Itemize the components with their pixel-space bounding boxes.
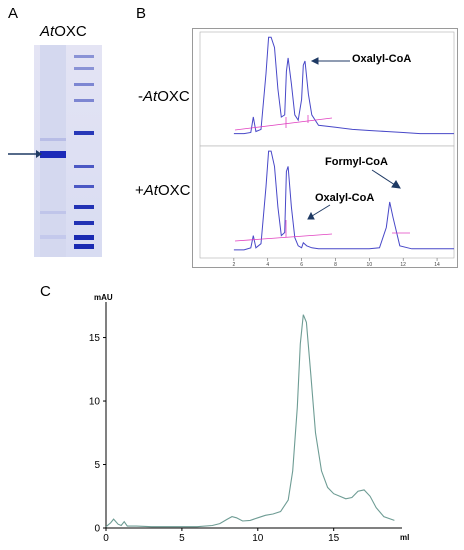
panel-letter-a: A (8, 5, 19, 22)
x-axis-unit: ml (400, 533, 409, 542)
marker-band (74, 99, 94, 102)
sec-trace (105, 314, 395, 528)
condition-italic: At (143, 182, 158, 199)
annotation-oxalyl-coa-minus: Oxalyl-CoA (352, 53, 412, 65)
sec-axes: 0 5 10 15 0 5 10 15 (89, 302, 402, 544)
marker-band (74, 165, 94, 168)
marker-band (74, 244, 94, 249)
x-tick-label: 0 (103, 533, 109, 544)
size-exclusion-chromatogram: mAU ml 0 5 10 15 0 5 10 15 (89, 293, 409, 544)
y-tick-label: 15 (89, 333, 101, 344)
hplc-trace-plus (233, 150, 454, 251)
condition-sign: - (138, 88, 143, 105)
y-tick-label: 0 (94, 524, 100, 535)
marker-band (74, 185, 94, 188)
hplc-x-tick-label: 2 (232, 262, 235, 268)
sec-trace-line (105, 314, 395, 528)
marker-band (74, 235, 94, 240)
hplc-trace-line (233, 150, 454, 251)
gel-band-faint (40, 235, 66, 239)
condition-suffix: OXC (157, 88, 190, 105)
hplc-x-tick-label: 4 (266, 262, 269, 268)
marker-band (74, 205, 94, 209)
hplc-x-tick-label: 14 (434, 262, 440, 268)
annotation-formyl-coa-plus: Formyl-CoA (325, 156, 388, 168)
annotation-arrows (307, 57, 401, 220)
gel-title: AtOXC (40, 23, 87, 40)
gel-band-faint (40, 138, 66, 141)
gel-title-italic: At (40, 23, 55, 40)
hplc-chromatogram: 2 4 6 8 10 12 14 (192, 28, 458, 268)
arrow-icon (307, 211, 315, 220)
arrow-icon (311, 204, 331, 217)
arrow-icon (371, 169, 396, 186)
arrow-icon (391, 180, 401, 189)
x-tick-label: 15 (328, 533, 340, 544)
condition-italic: At (143, 88, 158, 105)
condition-label-minus: -AtOXC (138, 88, 190, 105)
hplc-trace-minus (233, 36, 454, 135)
marker-band (74, 221, 94, 225)
hplc-x-tick-label: 10 (367, 262, 373, 268)
y-tick-label: 5 (94, 460, 100, 471)
gel-band-faint (40, 211, 66, 214)
sds-page-gel (8, 45, 102, 257)
marker-band (74, 131, 94, 135)
panel-letter-c: C (40, 283, 51, 300)
condition-label-plus: +AtOXC (135, 182, 190, 199)
y-axis-unit: mAU (94, 293, 113, 302)
gel-band-atoxc (40, 151, 66, 158)
band-arrow-icon (8, 150, 42, 158)
annotation-oxalyl-coa-plus: Oxalyl-CoA (315, 192, 375, 204)
marker-band (74, 55, 94, 58)
y-tick-label: 10 (89, 397, 101, 408)
gel-title-suffix: OXC (54, 23, 87, 40)
hplc-x-tick-label: 6 (300, 262, 303, 268)
hplc-x-tick-label: 8 (334, 262, 337, 268)
arrow-icon (310, 57, 319, 65)
hplc-x-tick-label: 12 (400, 262, 406, 268)
hplc-x-axis: 2 4 6 8 10 12 14 (232, 258, 440, 268)
integration-baselines (234, 115, 410, 242)
marker-band (74, 83, 94, 86)
condition-suffix: OXC (157, 182, 191, 199)
hplc-plot-area-top (199, 31, 455, 147)
marker-band (74, 67, 94, 70)
condition-sign: + (135, 182, 144, 199)
panel-letter-b: B (136, 5, 147, 22)
hplc-plot-area-bottom (199, 145, 455, 259)
x-tick-label: 5 (179, 533, 185, 544)
hplc-trace-line (233, 36, 454, 135)
x-tick-label: 10 (252, 533, 264, 544)
